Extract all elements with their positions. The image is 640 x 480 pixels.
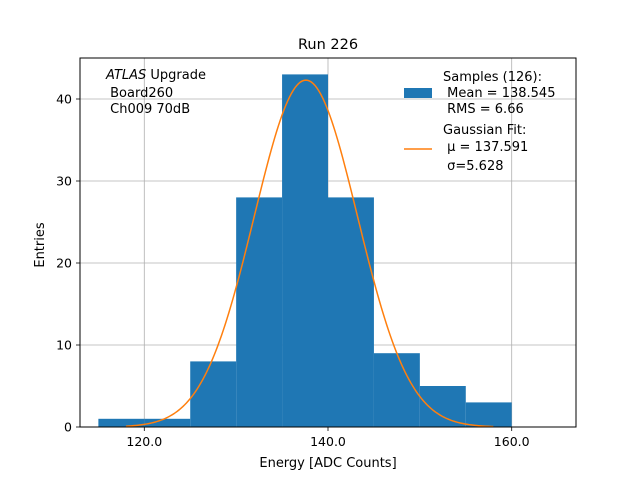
y-axis-ticks: 0 10 20 30 40	[56, 92, 80, 435]
histogram-bar-4	[282, 74, 328, 428]
histogram-bar-6	[373, 353, 420, 427]
histogram-bar-0	[98, 418, 145, 427]
annotation-line-2: Board260	[106, 86, 173, 101]
legend: Samples (126): Mean = 138.545 RMS = 6.66…	[404, 70, 555, 174]
x-tick-label-1: 140.0	[310, 434, 346, 449]
y-axis-label: Entries	[33, 222, 48, 268]
x-axis-ticks: 120.0 140.0 160.0	[126, 427, 530, 449]
histogram-bars	[98, 74, 512, 428]
annotation-text: ATLAS Upgrade Board260 Ch009 70dB	[105, 68, 206, 117]
y-tick-label-0: 0	[64, 420, 72, 435]
gaussian-fit-curve	[125, 79, 494, 428]
annotation-upgrade: Upgrade	[146, 68, 206, 83]
y-tick-label-2: 20	[56, 256, 72, 271]
histogram-bar-7	[419, 386, 466, 427]
legend-fit-line-3: σ=5.628	[443, 159, 503, 174]
legend-fit-line-1: Gaussian Fit:	[443, 123, 526, 138]
histogram-bar-3	[236, 197, 283, 427]
annotation-atlas: ATLAS	[105, 68, 146, 83]
legend-samples-line-2: Mean = 138.545	[443, 86, 555, 101]
annotation-line-3: Ch009 70dB	[106, 102, 190, 117]
x-axis-label: Energy [ADC Counts]	[259, 456, 396, 471]
x-tick-label-0: 120.0	[126, 434, 162, 449]
annotation-line-1: ATLAS Upgrade	[105, 68, 206, 83]
histogram-bar-5	[328, 197, 374, 427]
y-tick-label-4: 40	[56, 92, 72, 107]
chart-title: Run 226	[298, 37, 358, 53]
legend-fit-line-2: μ = 137.591	[443, 140, 528, 155]
legend-samples-line-1: Samples (126):	[443, 70, 542, 85]
y-tick-label-3: 30	[56, 174, 72, 189]
histogram-bar-8	[465, 402, 512, 427]
y-tick-label-1: 10	[56, 338, 72, 353]
histogram-bar-1	[144, 418, 191, 427]
histogram-bar-2	[190, 361, 237, 427]
legend-samples-line-3: RMS = 6.66	[443, 102, 524, 117]
x-tick-label-2: 160.0	[494, 434, 530, 449]
legend-samples-swatch	[404, 88, 432, 98]
